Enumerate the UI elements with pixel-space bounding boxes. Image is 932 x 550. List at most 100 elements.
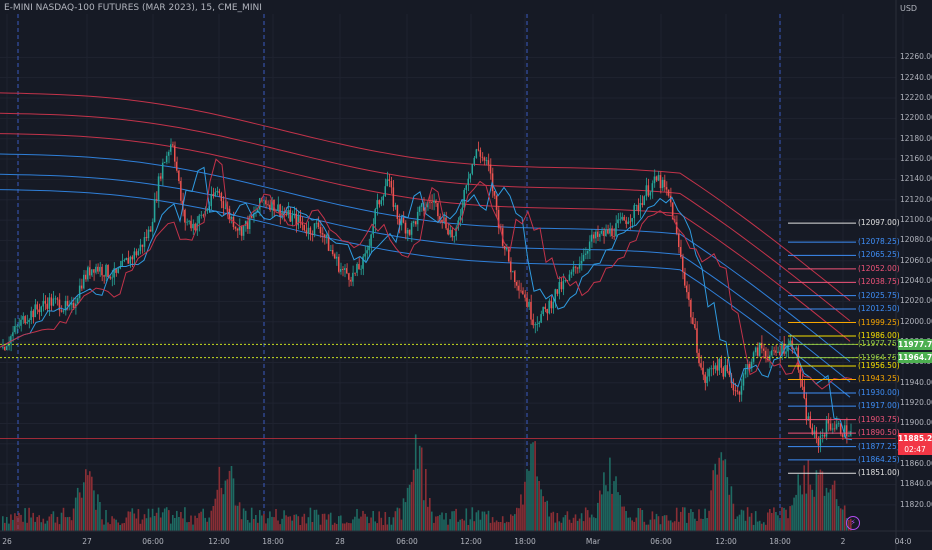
candle-body: [301, 222, 303, 225]
candle-body: [400, 218, 403, 226]
candle-body: [647, 185, 650, 196]
volume-bar: [210, 510, 213, 531]
candle-body: [510, 261, 512, 273]
lightning-icon[interactable]: ⚡: [846, 516, 860, 530]
candle-body: [831, 428, 834, 430]
volume-bar: [584, 507, 587, 531]
candle-body: [60, 310, 63, 312]
candle-body: [335, 256, 338, 259]
candle-body: [811, 427, 813, 435]
volume-bar: [722, 460, 725, 531]
volume-bar: [344, 523, 346, 531]
volume-bar: [190, 515, 192, 531]
candle-body: [350, 279, 352, 282]
volume-bar: [505, 521, 508, 531]
candle-body: [137, 250, 140, 256]
candle-body: [775, 350, 777, 353]
volume-bar: [340, 515, 342, 531]
candle-body: [372, 224, 374, 235]
candle-body: [481, 156, 484, 158]
volume-bar: [234, 505, 237, 531]
candle-body: [234, 227, 237, 229]
volume-bar: [103, 524, 105, 531]
candle-body: [807, 416, 809, 421]
candle-body: [787, 344, 789, 352]
volume-bar: [352, 519, 354, 531]
candle-body: [194, 223, 196, 231]
volume-bar: [297, 516, 300, 531]
candle-body: [536, 324, 538, 325]
candle-body: [287, 210, 289, 216]
volume-bar: [392, 517, 395, 531]
volume-bar: [734, 519, 737, 531]
volume-bar: [673, 521, 676, 531]
candle-body: [64, 301, 67, 311]
candle-body: [665, 187, 668, 190]
volume-bar: [139, 523, 142, 531]
volume-bar: [248, 522, 251, 531]
y-tick-label: 12020.00: [900, 296, 932, 306]
candle-body: [143, 237, 146, 247]
candle-body: [754, 347, 757, 353]
volume-bar: [394, 511, 397, 531]
volume-bar: [447, 524, 449, 531]
candle-body: [518, 285, 520, 291]
volume-bar: [787, 518, 789, 531]
candle-body: [263, 200, 265, 202]
candle-body: [455, 227, 457, 237]
volume-bar: [433, 522, 435, 531]
candle-body: [299, 216, 301, 223]
price-tag: 11977.75: [898, 338, 932, 350]
envelope-line-blue: [0, 189, 851, 398]
volume-bar: [619, 495, 621, 531]
candle-body: [696, 328, 698, 353]
candle-body: [348, 273, 350, 280]
volume-bar: [748, 516, 751, 531]
candle-body: [503, 245, 506, 250]
candle-body: [159, 176, 162, 179]
volume-bar: [186, 522, 188, 531]
candle-body: [837, 423, 840, 425]
candle-body: [323, 234, 326, 238]
candle-body: [508, 247, 510, 262]
envelope-line-blue: [0, 173, 851, 383]
price-tag: 11885.25: [898, 432, 932, 444]
volume-bar: [655, 513, 658, 531]
candle-body: [671, 202, 674, 220]
candle-body: [364, 253, 366, 257]
candle-body: [392, 187, 395, 207]
candle-body: [404, 222, 407, 234]
candle-body: [360, 268, 362, 270]
volume-bar: [281, 518, 283, 531]
candle-body: [52, 298, 55, 306]
volume-bar: [14, 513, 16, 531]
volume-bar: [42, 518, 45, 531]
volume-bar: [544, 501, 546, 531]
candle-body: [362, 256, 364, 269]
volume-bar: [738, 514, 741, 531]
volume-bar: [299, 525, 302, 531]
volume-bar: [335, 524, 338, 531]
candle-body: [24, 316, 26, 324]
candle-body: [680, 247, 682, 257]
level-label: (12012.50): [858, 304, 900, 314]
volume-bar: [250, 507, 253, 531]
x-tick-label: 18:00: [262, 537, 284, 546]
candle-body: [12, 332, 14, 337]
candle-body: [135, 251, 138, 256]
candle-body: [491, 173, 494, 192]
candle-body: [516, 282, 518, 286]
candle-body: [78, 285, 81, 299]
x-tick-label: 27: [82, 537, 92, 546]
candle-body: [815, 430, 818, 439]
volume-bar: [595, 518, 597, 531]
volume-bar: [649, 519, 652, 531]
volume-bar: [429, 498, 431, 531]
volume-bar: [26, 522, 28, 531]
candle-body: [267, 204, 269, 206]
candle-body: [163, 162, 166, 163]
candle-body: [66, 301, 69, 306]
candle-body: [582, 254, 585, 261]
candle-body: [198, 215, 200, 224]
